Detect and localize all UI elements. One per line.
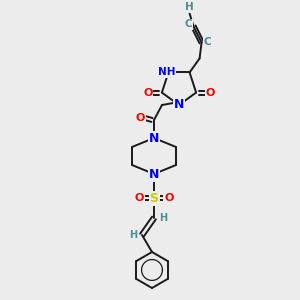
Text: H: H — [185, 2, 194, 12]
Text: O: O — [164, 193, 174, 203]
Text: H: H — [129, 230, 137, 240]
Text: H: H — [159, 213, 167, 223]
Text: O: O — [206, 88, 215, 98]
Text: O: O — [134, 193, 144, 203]
Text: C: C — [185, 20, 192, 29]
Text: O: O — [143, 88, 153, 98]
Text: N: N — [149, 167, 159, 181]
Text: O: O — [135, 113, 145, 123]
Text: N: N — [174, 98, 184, 112]
Text: N: N — [149, 131, 159, 145]
Text: NH: NH — [158, 68, 175, 77]
Text: S: S — [149, 191, 158, 205]
Text: C: C — [204, 38, 212, 47]
